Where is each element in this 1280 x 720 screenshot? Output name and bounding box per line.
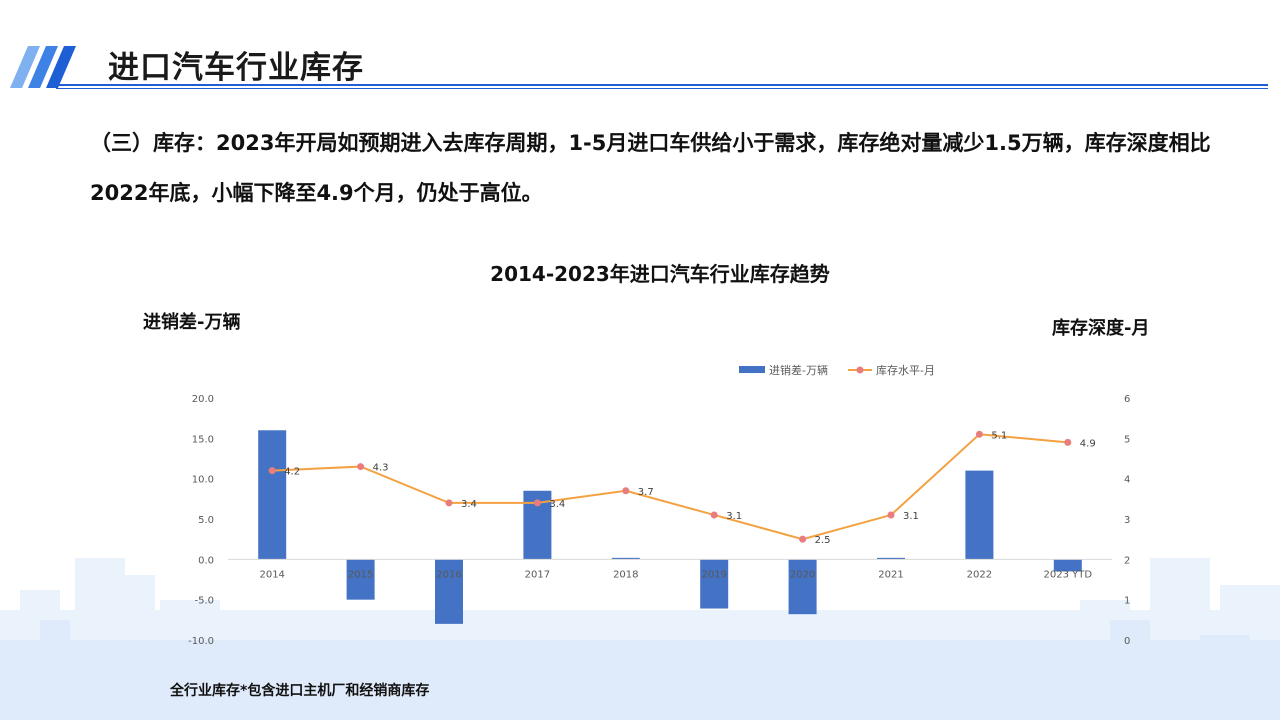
bar bbox=[965, 470, 994, 560]
right-axis-tick-label: 4 bbox=[1124, 475, 1130, 486]
bar bbox=[700, 559, 729, 609]
right-axis-tick-label: 1 bbox=[1124, 596, 1130, 607]
x-axis-tick-label: 2021 bbox=[878, 569, 903, 580]
legend-swatch-bar bbox=[739, 366, 765, 373]
bar bbox=[346, 559, 375, 600]
x-axis-tick-label: 2014 bbox=[259, 569, 284, 580]
x-axis-tick-label: 2019 bbox=[701, 569, 726, 580]
right-axis-tick-label: 3 bbox=[1124, 515, 1130, 526]
left-axis-tick-label: 20.0 bbox=[192, 394, 214, 405]
data-label: 3.1 bbox=[726, 511, 742, 522]
legend-swatch-marker bbox=[856, 366, 864, 374]
left-axis-title: 进销差-万辆 bbox=[143, 312, 241, 333]
x-axis-tick-label: 2015 bbox=[348, 569, 373, 580]
data-label: 5.1 bbox=[991, 430, 1007, 441]
line-point bbox=[887, 511, 895, 519]
header-divider bbox=[56, 84, 1268, 92]
x-axis-tick-label: 2017 bbox=[525, 569, 550, 580]
left-axis-tick-label: -10.0 bbox=[188, 636, 214, 647]
left-axis-tick-label: 10.0 bbox=[192, 475, 214, 486]
chart-title: 2014-2023年进口汽车行业库存趋势 bbox=[490, 262, 830, 286]
right-axis-title: 库存深度-月 bbox=[1052, 318, 1150, 339]
bar bbox=[611, 557, 640, 560]
right-axis-tick-label: 5 bbox=[1124, 434, 1130, 445]
header-stripes-icon bbox=[10, 46, 76, 88]
line-point bbox=[268, 467, 276, 475]
left-axis-tick-label: 5.0 bbox=[198, 515, 214, 526]
line-point bbox=[799, 535, 807, 543]
left-axis-tick-label: -5.0 bbox=[194, 596, 214, 607]
legend-label: 进销差-万辆 bbox=[769, 363, 828, 377]
bar bbox=[1053, 559, 1082, 572]
line-point bbox=[710, 511, 718, 519]
line-point bbox=[357, 463, 365, 471]
page-title: 进口汽车行业库存 bbox=[108, 50, 364, 86]
summary-text: （三）库存：2023年开局如预期进入去库存周期，1-5月进口车供给小于需求，库存… bbox=[90, 131, 1211, 205]
bar bbox=[435, 559, 463, 624]
left-axis-tick-label: 15.0 bbox=[192, 434, 214, 445]
line-point bbox=[622, 487, 630, 495]
left-axis-tick-label: 0.0 bbox=[198, 555, 214, 566]
data-label: 4.3 bbox=[373, 463, 389, 474]
bar bbox=[258, 430, 287, 560]
right-axis-tick-label: 2 bbox=[1124, 555, 1130, 566]
line-point bbox=[1064, 438, 1072, 446]
right-axis-tick-label: 0 bbox=[1124, 636, 1130, 647]
right-axis-tick-label: 6 bbox=[1124, 394, 1130, 405]
data-label: 4.2 bbox=[284, 467, 300, 478]
line-point bbox=[975, 430, 983, 438]
data-label: 2.5 bbox=[815, 535, 831, 546]
line-point bbox=[445, 499, 453, 507]
data-label: 3.4 bbox=[549, 499, 565, 510]
data-label: 3.7 bbox=[638, 487, 654, 498]
line-point bbox=[533, 499, 541, 507]
bar bbox=[788, 559, 817, 615]
footnote: 全行业库存*包含进口主机厂和经销商库存 bbox=[170, 683, 430, 699]
series-line bbox=[272, 433, 1068, 541]
x-axis-tick-label: 2022 bbox=[967, 569, 992, 580]
legend-label: 库存水平-月 bbox=[876, 363, 935, 377]
data-label: 3.4 bbox=[461, 499, 477, 510]
x-axis-tick-label: 2023 YTD bbox=[1044, 569, 1093, 580]
x-axis-tick-label: 2020 bbox=[790, 569, 815, 580]
x-axis-tick-label: 2016 bbox=[436, 569, 461, 580]
data-label: 3.1 bbox=[903, 511, 919, 522]
bar bbox=[877, 557, 905, 560]
x-axis-tick-label: 2018 bbox=[613, 569, 638, 580]
data-label: 4.9 bbox=[1080, 438, 1096, 449]
